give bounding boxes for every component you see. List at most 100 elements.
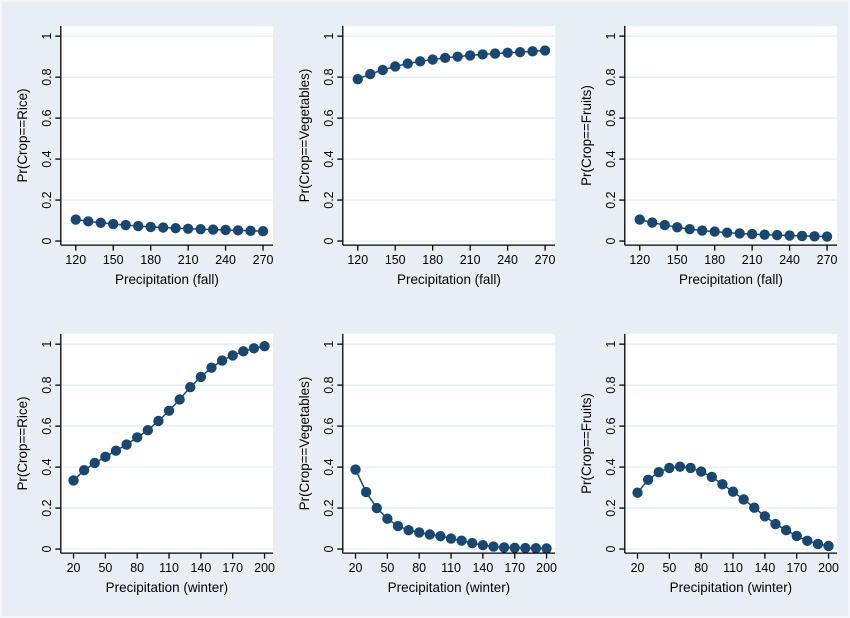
data-point bbox=[245, 225, 256, 236]
chart-vegetables-winter: 0 0.2 0.4 0.6 0.8 1 20 50 80 110 140 170 200 Precipit… bbox=[297, 333, 557, 595]
data-point bbox=[145, 221, 156, 233]
data-point bbox=[207, 224, 219, 235]
y-tick-label: 1 bbox=[322, 33, 336, 40]
x-tick-label: 270 bbox=[817, 253, 838, 267]
y-tick-label: 0.4 bbox=[322, 458, 336, 475]
data-point bbox=[634, 214, 645, 225]
data-point bbox=[424, 529, 435, 540]
series-line bbox=[357, 49, 546, 80]
data-point bbox=[467, 537, 478, 549]
x-tick-label: 210 bbox=[742, 253, 763, 267]
data-point bbox=[70, 214, 81, 225]
y-tick-label: 0.8 bbox=[604, 376, 618, 393]
x-tick-label: 210 bbox=[178, 253, 199, 267]
y-tick-label: 0.2 bbox=[604, 499, 618, 516]
y-tick-label: 0 bbox=[322, 545, 336, 552]
y-tick-label: 0 bbox=[322, 237, 336, 244]
x-tick-label: 80 bbox=[412, 561, 426, 575]
x-tick-label: 240 bbox=[215, 253, 236, 267]
data-point bbox=[360, 486, 372, 498]
y-tick-label: 0.6 bbox=[322, 109, 336, 126]
data-point bbox=[684, 223, 695, 235]
y-tick-label: 0.6 bbox=[604, 417, 618, 434]
data-point bbox=[502, 47, 513, 58]
data-point bbox=[110, 445, 122, 456]
data-point bbox=[727, 486, 739, 497]
x-tick-label: 150 bbox=[103, 253, 124, 267]
x-tick-label: 20 bbox=[631, 561, 645, 575]
y-tick-label: 0.2 bbox=[40, 499, 54, 516]
x-tick-label: 20 bbox=[67, 561, 81, 575]
plot-area bbox=[342, 25, 556, 246]
data-point bbox=[248, 342, 260, 354]
y-axis-title: Pr(Crop==Fruits) bbox=[579, 85, 594, 186]
y-tick-label: 1 bbox=[604, 341, 618, 348]
data-point bbox=[706, 471, 717, 483]
x-tick-label: 140 bbox=[754, 561, 775, 575]
x-tick-label: 110 bbox=[441, 561, 461, 575]
data-point bbox=[759, 510, 771, 522]
x-axis-title: Precipitation (fall) bbox=[397, 272, 501, 287]
data-point bbox=[108, 218, 119, 230]
chart-rice-winter: 0 0.2 0.4 0.6 0.8 1 20 50 80 110 140 170 200 Precipit… bbox=[15, 333, 275, 595]
data-point bbox=[133, 220, 144, 232]
data-point bbox=[488, 541, 499, 552]
x-tick-label: 120 bbox=[629, 253, 650, 267]
x-tick-label: 80 bbox=[694, 561, 708, 575]
x-tick-label: 200 bbox=[536, 561, 557, 575]
data-point bbox=[206, 362, 217, 373]
y-tick-label: 0.4 bbox=[322, 150, 336, 167]
x-tick-label: 180 bbox=[704, 253, 725, 267]
y-tick-label: 0.2 bbox=[604, 191, 618, 208]
plot-area bbox=[624, 333, 838, 554]
data-point bbox=[647, 217, 658, 228]
data-point bbox=[632, 487, 643, 498]
data-point bbox=[796, 230, 808, 242]
y-axis-title: Pr(Crop==Fruits) bbox=[579, 393, 594, 494]
data-point bbox=[498, 542, 510, 553]
y-tick-label: 0.4 bbox=[604, 150, 618, 167]
chart-fruits-winter: 0 0.2 0.4 0.6 0.8 1 20 50 80 110 140 170 200 Precipit… bbox=[579, 333, 839, 595]
y-tick-label: 0.4 bbox=[604, 458, 618, 475]
data-point bbox=[791, 530, 802, 542]
data-point bbox=[402, 58, 413, 69]
y-tick-label: 0.2 bbox=[322, 191, 336, 208]
data-point bbox=[392, 520, 404, 532]
y-tick-label: 0 bbox=[40, 545, 54, 552]
plot-area bbox=[624, 25, 838, 246]
x-tick-label: 270 bbox=[535, 253, 556, 267]
data-point bbox=[709, 226, 720, 237]
y-tick-label: 0.8 bbox=[40, 376, 54, 393]
data-point bbox=[78, 464, 90, 476]
x-axis-title: Precipitation (winter) bbox=[106, 580, 228, 595]
data-point bbox=[520, 542, 531, 554]
data-point bbox=[812, 538, 824, 550]
panel-fruits-winter: 0 0.2 0.4 0.6 0.8 1 20 50 80 110 140 170 200 Precipit… bbox=[566, 310, 848, 618]
data-point bbox=[142, 424, 153, 436]
data-point bbox=[371, 502, 382, 514]
y-tick-label: 0.6 bbox=[40, 109, 54, 126]
data-point bbox=[68, 475, 79, 486]
data-point bbox=[489, 48, 501, 59]
data-point bbox=[163, 405, 175, 416]
data-point bbox=[821, 231, 833, 242]
data-point bbox=[439, 52, 451, 64]
data-point bbox=[734, 228, 745, 239]
y-tick-label: 0.8 bbox=[322, 376, 336, 393]
data-point bbox=[759, 229, 770, 240]
data-point bbox=[259, 340, 270, 352]
data-point bbox=[659, 219, 670, 231]
panel-rice-fall: 0 0.2 0.4 0.6 0.8 1 120 150 180 210 240 270 Precipit… bbox=[2, 2, 284, 310]
y-tick-label: 1 bbox=[40, 341, 54, 348]
data-point bbox=[664, 462, 675, 473]
plot-area bbox=[60, 25, 274, 246]
data-point bbox=[541, 543, 552, 554]
y-tick-label: 0 bbox=[604, 545, 618, 552]
y-tick-label: 1 bbox=[40, 33, 54, 40]
data-point bbox=[390, 61, 401, 72]
x-tick-label: 180 bbox=[140, 253, 161, 267]
y-tick-label: 0.8 bbox=[40, 68, 54, 85]
data-point bbox=[100, 451, 111, 462]
data-point bbox=[182, 223, 194, 234]
